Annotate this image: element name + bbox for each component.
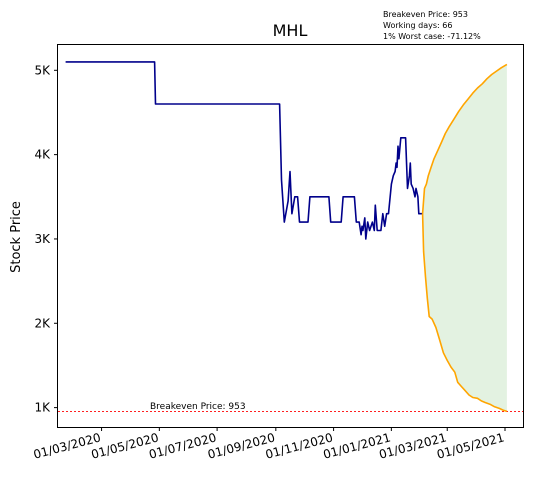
y-tick-label: 1K bbox=[34, 401, 51, 415]
plot-area bbox=[58, 62, 523, 412]
y-tick-label: 4K bbox=[34, 148, 51, 162]
info-worst-case: 1% Worst case: -71.12% bbox=[383, 32, 481, 41]
info-box: Breakeven Price: 953 Working days: 66 1%… bbox=[383, 10, 481, 41]
info-breakeven-price: Breakeven Price: 953 bbox=[383, 10, 468, 19]
y-axis-label: Stock Price bbox=[9, 201, 24, 273]
y-tick-label: 5K bbox=[34, 63, 51, 77]
breakeven-label: Breakeven Price: 953 bbox=[150, 402, 246, 412]
x-tick-label: 01/05/2021 bbox=[435, 430, 505, 461]
projection-band bbox=[423, 64, 507, 411]
x-tick-label: 01/07/2020 bbox=[147, 430, 217, 461]
chart-title: MHL bbox=[273, 21, 308, 40]
x-axis-ticks: 01/03/202001/05/202001/07/202001/09/2020… bbox=[32, 427, 506, 462]
info-working-days: Working days: 66 bbox=[383, 21, 452, 30]
y-tick-label: 2K bbox=[34, 316, 51, 330]
y-axis-ticks: 1K 2K 3K 4K 5K bbox=[34, 63, 58, 414]
price-history-line bbox=[66, 62, 423, 239]
y-tick-label: 3K bbox=[34, 232, 51, 246]
